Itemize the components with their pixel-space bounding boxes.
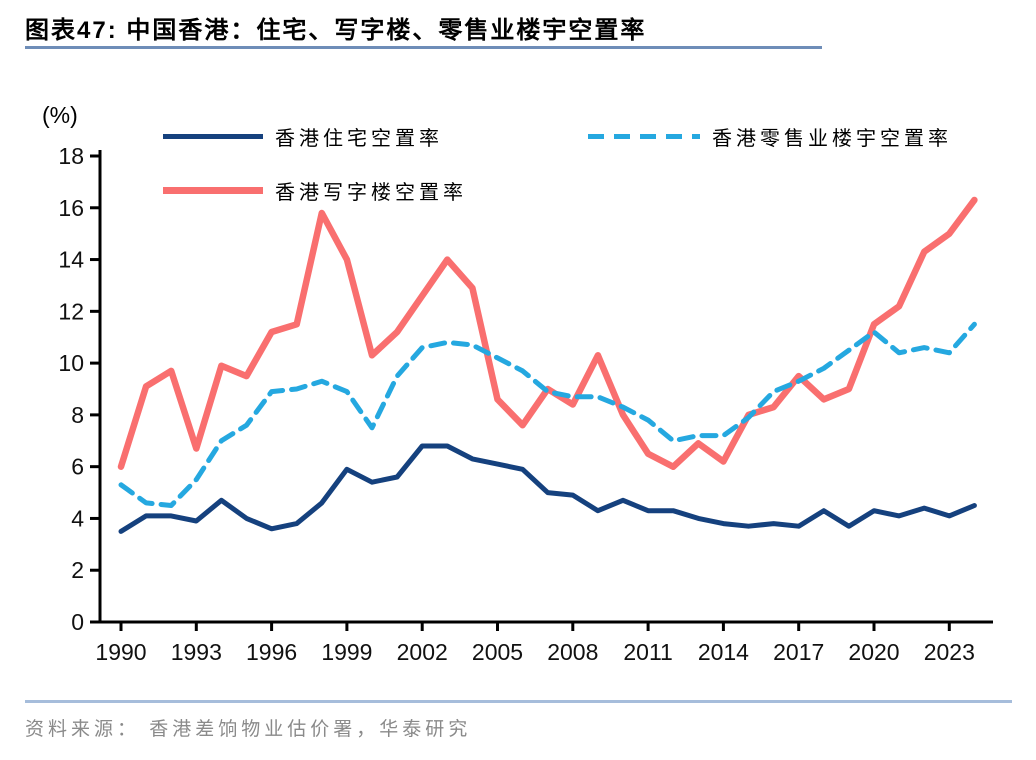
x-tick-label: 1999 [321, 639, 372, 665]
series-line-office [117, 196, 978, 470]
legend-item-retail: 香港零售业楼宇空置率 [588, 122, 952, 150]
x-tick-label: 2011 [623, 639, 672, 665]
x-tick-label: 2002 [397, 639, 448, 665]
legend-label-office: 香港写字楼空置率 [275, 181, 467, 204]
x-tick-label: 2023 [924, 639, 975, 665]
x-tick-label: 2008 [547, 639, 598, 665]
office-line-swatch-icon [163, 186, 263, 194]
y-tick-label: 12 [58, 298, 84, 324]
x-tick-label: 2020 [848, 639, 899, 665]
x-tick-label: 1993 [171, 639, 222, 665]
page-title: 图表47: 中国香港：住宅、写字楼、零售业楼宇空置率 [25, 17, 647, 44]
residential-line-swatch-icon [163, 133, 263, 139]
y-tick-label: 18 [58, 143, 84, 169]
x-tick-label: 2014 [698, 639, 749, 665]
y-tick-label: 4 [71, 505, 84, 531]
y-axis-unit-label: (%) [42, 102, 78, 128]
y-tick-label: 10 [58, 350, 84, 376]
title-underline [25, 46, 822, 49]
x-tick-label: 2017 [773, 639, 824, 665]
y-tick-label: 8 [71, 402, 84, 428]
footer-divider [25, 700, 1012, 703]
legend-item-office: 香港写字楼空置率 [163, 176, 467, 204]
y-tick-label: 2 [71, 557, 84, 583]
source-note: 资料来源： 香港差饷物业估价署，华泰研究 [25, 719, 472, 740]
y-tick-label: 16 [58, 195, 84, 221]
y-tick-label: 6 [71, 454, 84, 480]
x-tick-label: 1996 [246, 639, 297, 665]
x-tick-label: 2005 [472, 639, 523, 665]
legend-item-residential: 香港住宅空置率 [163, 122, 443, 150]
x-tick-label: 1990 [95, 639, 146, 665]
series-line-retail [118, 321, 977, 508]
retail-dashed-line-swatch-icon [588, 133, 700, 139]
legend-label-retail: 香港零售业楼宇空置率 [712, 127, 952, 150]
y-tick-label: 0 [71, 609, 84, 635]
series-line-residential [118, 443, 977, 534]
legend-label-residential: 香港住宅空置率 [275, 127, 443, 150]
y-tick-label: 14 [58, 247, 84, 273]
